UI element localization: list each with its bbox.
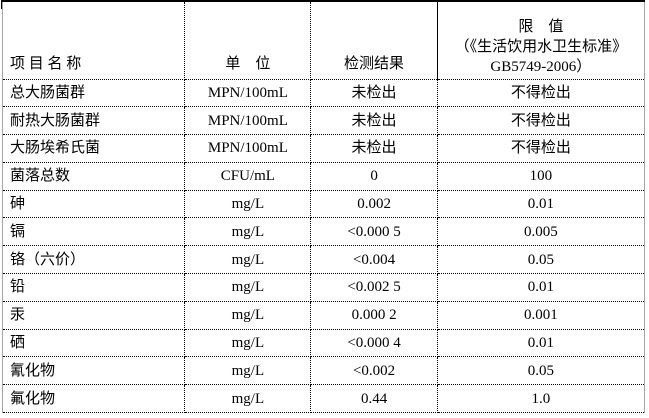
- table-row: 大肠埃希氏菌 MPN/100mL 未检出 不得检出: [2, 134, 645, 163]
- col-header-item-name: 项 目 名 称: [2, 1, 186, 80]
- cell-limit: 0.01: [437, 190, 645, 219]
- cell-limit: 不得检出: [437, 79, 645, 108]
- table-row: 镉 mg/L <0.000 5 0.005: [2, 217, 645, 247]
- cell-result: 未检出: [310, 79, 438, 108]
- cell-unit: MPN/100mL: [184, 134, 312, 163]
- cell-limit: 0.01: [437, 329, 645, 358]
- cell-unit: MPN/100mL: [184, 106, 312, 136]
- cell-unit: mg/L: [184, 273, 312, 302]
- cell-item-name: 氟化物: [2, 384, 186, 414]
- cell-item-name: 耐热大肠菌群: [2, 106, 186, 136]
- cell-unit: mg/L: [184, 217, 312, 247]
- cell-result: 0.000 2: [310, 301, 438, 330]
- table-body: 总大肠菌群 MPN/100mL 未检出 不得检出 耐热大肠菌群 MPN/100m…: [2, 79, 645, 414]
- cell-item-name: 铬（六价）: [2, 245, 186, 275]
- cell-unit: mg/L: [184, 190, 312, 219]
- cell-result: 未检出: [310, 134, 438, 163]
- cell-item-name: 硒: [2, 329, 186, 358]
- table-row: 总大肠菌群 MPN/100mL 未检出 不得检出: [2, 79, 645, 108]
- cell-unit: CFU/mL: [184, 162, 312, 191]
- cell-limit: 0.005: [437, 217, 645, 247]
- cell-result: 0.002: [310, 190, 438, 219]
- table-row: 砷 mg/L 0.002 0.01: [2, 190, 645, 219]
- cell-item-name: 总大肠菌群: [2, 79, 186, 108]
- cell-item-name: 大肠埃希氏菌: [2, 134, 186, 163]
- limit-header-standard-name: （《生活饮用水卫生标准》: [454, 38, 628, 55]
- cell-item-name: 镉: [2, 217, 186, 247]
- col-header-limit: 限 值 （《生活饮用水卫生标准》 GB5749-2006）: [436, 1, 645, 80]
- cell-unit: mg/L: [184, 356, 312, 386]
- cell-item-name: 菌落总数: [2, 162, 186, 191]
- table-row: 耐热大肠菌群 MPN/100mL 未检出 不得检出: [2, 106, 645, 136]
- col-header-unit: 单 位: [184, 1, 312, 80]
- table-row: 菌落总数 CFU/mL 0 100: [2, 162, 645, 191]
- cell-result: 0.44: [310, 384, 438, 414]
- limit-header-standard-code: GB5749-2006）: [490, 58, 592, 75]
- table-row: 铅 mg/L <0.002 5 0.01: [2, 273, 645, 302]
- cell-unit: MPN/100mL: [184, 79, 312, 108]
- cell-limit: 不得检出: [437, 106, 645, 136]
- cell-limit: 0.001: [437, 301, 645, 330]
- cell-result: <0.000 4: [310, 329, 438, 358]
- table-row: 氟化物 mg/L 0.44 1.0: [2, 384, 645, 414]
- cell-limit: 不得检出: [437, 134, 645, 163]
- table-row: 铬（六价） mg/L <0.004 0.05: [2, 245, 645, 275]
- cell-limit: 0.05: [437, 356, 645, 386]
- cell-result: <0.004: [310, 245, 438, 275]
- table-row: 硒 mg/L <0.000 4 0.01: [2, 329, 645, 358]
- col-header-result: 检测结果: [310, 1, 438, 80]
- table-row: 汞 mg/L 0.000 2 0.001: [2, 301, 645, 330]
- cell-item-name: 砷: [2, 190, 186, 219]
- cell-item-name: 氰化物: [2, 356, 186, 386]
- cell-limit: 0.01: [437, 273, 645, 302]
- header-row: 项 目 名 称 单 位 检测结果 限 值 （《生活饮用水卫生标准》 GB5749…: [2, 1, 645, 80]
- cell-result: <0.000 5: [310, 217, 438, 247]
- cell-limit: 100: [437, 162, 645, 191]
- cell-result: <0.002 5: [310, 273, 438, 302]
- cell-limit: 0.05: [437, 245, 645, 275]
- cell-limit: 1.0: [437, 384, 645, 414]
- cell-result: <0.002: [310, 356, 438, 386]
- cell-unit: mg/L: [184, 329, 312, 358]
- limit-header-title: 限 值: [518, 18, 564, 35]
- cell-unit: mg/L: [184, 384, 312, 414]
- cell-result: 0: [310, 162, 438, 191]
- cell-item-name: 铅: [2, 273, 186, 302]
- cell-result: 未检出: [310, 106, 438, 136]
- cell-unit: mg/L: [184, 245, 312, 275]
- cell-unit: mg/L: [184, 301, 312, 330]
- table-row: 氰化物 mg/L <0.002 0.05: [2, 356, 645, 386]
- cell-item-name: 汞: [2, 301, 186, 330]
